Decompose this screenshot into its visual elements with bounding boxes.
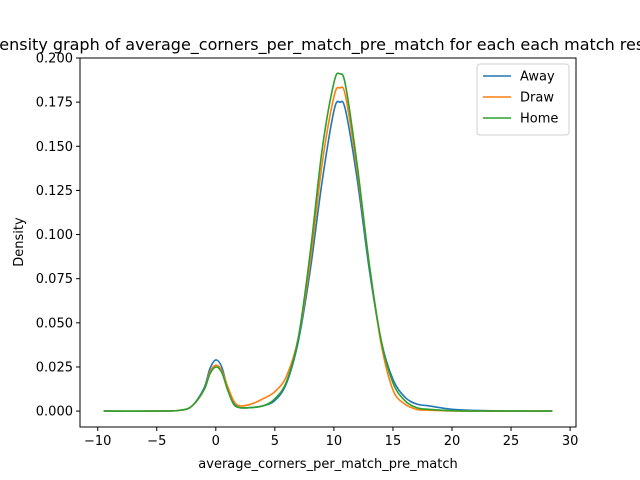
y-tick-label: 0.000 xyxy=(36,405,73,420)
y-tick-label: 0.050 xyxy=(36,316,73,331)
y-axis: 0.000 0.025 0.050 0.075 0.100 0.125 0.150 0.175… xyxy=(36,52,80,420)
x-tick-label: 25 xyxy=(503,434,520,449)
legend-label-home: Home xyxy=(520,112,558,127)
x-tick-label: 5 xyxy=(271,434,279,449)
y-tick-label: 0.075 xyxy=(36,272,73,287)
chart-title: Density graph of average_corners_per_mat… xyxy=(0,35,640,55)
x-tick-label: 10 xyxy=(326,434,343,449)
x-axis-label: average_corners_per_match_pre_match xyxy=(198,457,457,472)
plot-frame xyxy=(79,57,577,428)
y-axis-label: Density xyxy=(12,217,27,267)
x-tick-label: 15 xyxy=(385,434,402,449)
y-tick-label: 0.175 xyxy=(36,96,73,111)
y-tick-label: 0.125 xyxy=(36,184,73,199)
x-tick-label: 30 xyxy=(562,434,579,449)
x-tick-label: −5 xyxy=(147,434,166,449)
y-tick-label: 0.200 xyxy=(36,52,73,67)
series-line-away xyxy=(103,100,553,412)
legend-label-away: Away xyxy=(520,70,555,85)
legend-label-draw: Draw xyxy=(520,91,554,106)
legend: Away Draw Home xyxy=(476,63,570,136)
y-tick-label: 0.150 xyxy=(36,140,73,155)
series-line-home xyxy=(103,72,553,412)
x-tick-label: −10 xyxy=(84,434,111,449)
x-tick-label: 20 xyxy=(444,434,461,449)
y-tick-label: 0.025 xyxy=(36,360,73,375)
series-line-draw xyxy=(103,86,553,412)
y-tick-label: 0.100 xyxy=(36,228,73,243)
x-axis: −10 −5 0 5 10 15 20 25 30 xyxy=(84,427,578,449)
plot-lines xyxy=(103,72,553,412)
x-tick-label: 0 xyxy=(212,434,220,449)
